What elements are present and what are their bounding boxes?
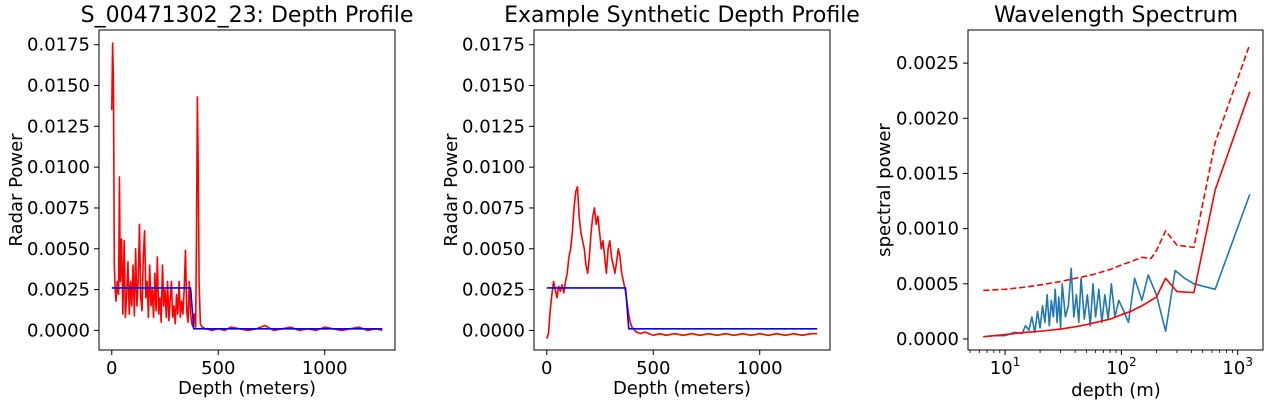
depth-profile-xtick-label: 1000 [302,358,348,379]
wavelength-spectrum-ytick-label: 0.0005 [896,274,959,295]
synthetic-profile-series-1-line [546,287,818,330]
depth-profile-ytick-label: 0.0000 [27,320,90,341]
synthetic-profile-ytick-label: 0.0175 [462,35,525,56]
synthetic-profile-series [546,185,818,339]
wavelength-spectrum-xlabel: depth (m) [1071,380,1161,401]
synthetic-profile-ytick-label: 0.0050 [462,239,525,260]
depth-profile-ytick-label: 0.0175 [27,35,90,56]
wavelength-spectrum-series-1-line [983,91,1251,338]
synthetic-profile-ytick-label: 0.0125 [462,116,525,137]
wavelength-spectrum-title: Wavelength Spectrum [994,3,1238,28]
depth-profile-series-0-line [110,42,383,332]
depth-profile-axes-frame [98,29,396,351]
wavelength-spectrum-series-2-line [983,44,1251,292]
synthetic-profile-xtick-label: 0 [541,358,552,379]
depth-profile-series-1-line [111,287,383,330]
wavelength-spectrum-xtick-label: 101 [990,355,1021,379]
synthetic-profile-axes-frame [533,29,831,351]
depth-profile-ytick-label: 0.0075 [27,198,90,219]
wavelength-spectrum-ytick-label: 0.0025 [896,53,959,74]
depth-profile-ytick-label: 0.0150 [27,76,90,97]
synthetic-profile-title: Example Synthetic Depth Profile [504,3,860,28]
synthetic-profile-xlabel: Depth (meters) [613,378,751,399]
wavelength-spectrum-xtick-label: 102 [1106,355,1137,379]
wavelength-spectrum-ticks: 101 102 103 0.0000 0.0005 0.0010 0.0015 0.0020 0… [896,53,1253,379]
depth-profile-ytick-label: 0.0050 [27,239,90,260]
depth-profile-panel: S_00471302_23: Depth Profile Depth (mete… [6,3,413,399]
wavelength-spectrum-ytick-label: 0.0015 [896,163,959,184]
synthetic-profile-ytick-label: 0.0000 [462,320,525,341]
synthetic-profile-ytick-label: 0.0150 [462,76,525,97]
wavelength-spectrum-ytick-label: 0.0020 [896,108,959,129]
wavelength-spectrum-ytick-label: 0.0010 [896,219,959,240]
synthetic-profile-panel: Example Synthetic Depth Profile Depth (m… [441,3,860,399]
wavelength-spectrum-xtick-label: 103 [1222,355,1253,379]
depth-profile-title: S_00471302_23: Depth Profile [81,3,414,28]
depth-profile-ytick-label: 0.0025 [27,280,90,301]
depth-profile-ytick-label: 0.0125 [27,116,90,137]
synthetic-profile-ytick-label: 0.0025 [462,280,525,301]
depth-profile-ylabel: Radar Power [6,133,27,247]
wavelength-spectrum-series-0-line [983,194,1251,338]
wavelength-spectrum-axes-frame [967,29,1264,351]
depth-profile-series [110,42,383,332]
synthetic-profile-series-0-line [546,185,818,339]
synthetic-profile-ytick-label: 0.0075 [462,198,525,219]
wavelength-spectrum-ytick-label: 0.0000 [896,329,959,350]
synthetic-profile-xtick-label: 500 [636,358,670,379]
depth-profile-xtick-label: 0 [106,358,117,379]
wavelength-spectrum-series [983,44,1251,338]
depth-profile-ytick-label: 0.0100 [27,157,90,178]
depth-profile-ticks: 0 500 1000 0.0000 0.0025 0.0050 0.0075 0.0100 0.… [27,35,348,379]
synthetic-profile-xtick-label: 1000 [737,358,783,379]
synthetic-profile-ytick-label: 0.0100 [462,157,525,178]
wavelength-spectrum-ylabel: spectral power [874,123,895,257]
wavelength-spectrum-panel: Wavelength Spectrum depth (m) spectral p… [874,3,1264,401]
depth-profile-xlabel: Depth (meters) [178,378,316,399]
synthetic-profile-ylabel: Radar Power [441,133,462,247]
depth-profile-xtick-label: 500 [201,358,235,379]
synthetic-profile-ticks: 0 500 1000 0.0000 0.0025 0.0050 0.0075 0.0100 0.… [462,35,783,379]
